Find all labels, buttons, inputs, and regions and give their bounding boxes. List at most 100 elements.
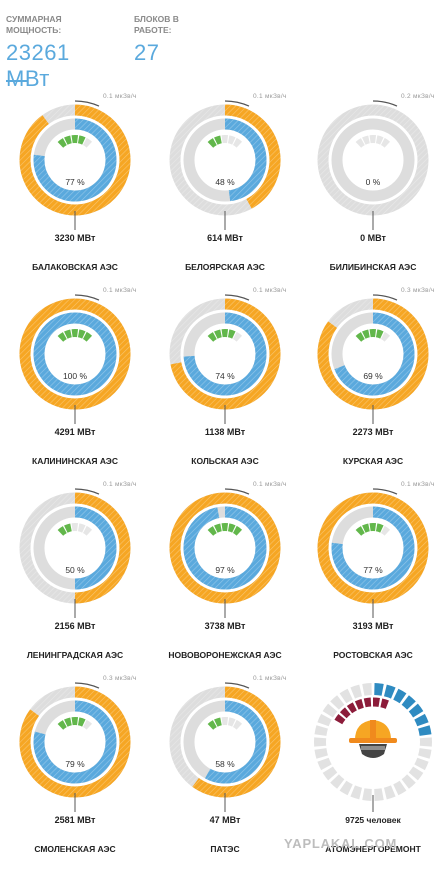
station-card[interactable]: 0.3 мкЗв/ч 79 % 2581 МВт СМОЛЕНСКАЯ АЭС [5, 672, 145, 867]
radiation-arc [372, 488, 398, 495]
station-power: 614 МВт [207, 233, 243, 243]
workforce-segment [350, 785, 363, 800]
reactor-unit-segment [214, 523, 222, 533]
reactor-unit-segment [82, 331, 93, 342]
reactor-unit-segment [375, 135, 384, 145]
workforce-count: 9725 человек [345, 815, 401, 825]
workforce-segment [374, 788, 384, 801]
radiation-level: 0.3 мкЗв/ч [103, 675, 137, 682]
reactor-unit-segment [232, 525, 243, 536]
radiation-arc [224, 294, 250, 301]
reactor-unit-segment [77, 329, 86, 339]
station-gauge [169, 682, 281, 812]
station-card[interactable]: 0.1 мкЗв/ч 97 % 3738 МВт НОВОВОРОНЕЖСКАЯ АЭ… [155, 478, 295, 673]
reactor-unit-segment [77, 135, 86, 145]
radiation-arc [224, 100, 250, 107]
atomenergoremont-card[interactable]: 9725 человек АТОМЭНЕРГОРЕМОНТ [303, 672, 443, 867]
workforce-segment [414, 757, 429, 771]
hardhat-worker-icon [349, 720, 397, 758]
workforce-segment [414, 713, 429, 727]
station-name: НОВОВОРОНЕЖСКАЯ АЭС [168, 650, 282, 660]
radiation-arc [74, 682, 100, 689]
load-percent: 58 % [215, 759, 235, 769]
reactor-unit-segment [355, 332, 365, 342]
capacity-arc-hatch [317, 298, 429, 410]
workforce-segment [314, 748, 328, 759]
station-name: КАЛИНИНСКАЯ АЭС [32, 456, 118, 466]
load-percent: 97 % [215, 565, 235, 575]
radiation-level: 0.1 мкЗв/ч [103, 287, 137, 294]
workforce-inner-segment [363, 697, 372, 708]
station-power: 2156 МВт [54, 621, 96, 631]
reactor-unit-segment [375, 329, 384, 339]
radiation-level: 0.2 мкЗв/ч [401, 93, 435, 100]
station-card[interactable]: 0.1 мкЗв/ч 58 % 47 МВт ПАТЭС [155, 672, 295, 867]
reactor-unit-segment [82, 525, 93, 536]
load-arc-hatch [205, 700, 267, 784]
station-gauge [19, 294, 131, 424]
reactor-unit-segment [380, 137, 391, 148]
station-card[interactable]: 0.3 мкЗв/ч 69 % 2273 МВт КУРСКАЯ АЭС [303, 284, 443, 479]
load-percent: 79 % [65, 759, 85, 769]
workforce-segment [322, 703, 338, 718]
load-percent: 77 % [363, 565, 383, 575]
workforce-inner-segment [334, 713, 346, 725]
radiation-level: 0.1 мкЗв/ч [253, 287, 287, 294]
workforce-segment [401, 695, 416, 710]
workforce-segment [418, 725, 432, 736]
load-arc-hatch [33, 312, 117, 396]
capacity-arc-hatch [170, 298, 281, 410]
capacity-arc-hatch [169, 492, 281, 604]
station-card[interactable]: 0.1 мкЗв/ч 74 % 1138 МВт КОЛЬСКАЯ АЭС [155, 284, 295, 479]
load-percent: 48 % [215, 177, 235, 187]
radiation-level: 0.1 мкЗв/ч [103, 93, 137, 100]
station-name: БЕЛОЯРСКАЯ АЭС [185, 262, 265, 272]
outer-ring-hatch [317, 104, 429, 216]
station-gauge [317, 294, 429, 424]
capacity-arc-hatch [74, 492, 131, 604]
station-name: ЛЕНИНГРАДСКАЯ АЭС [26, 650, 124, 660]
station-card[interactable]: 0.1 мкЗв/ч 48 % 614 МВт БЕЛОЯРСКАЯ АЭС [155, 90, 295, 285]
workforce-segment [418, 748, 432, 759]
load-arc-hatch [331, 506, 415, 590]
radiation-arc [224, 682, 250, 689]
station-name: КОЛЬСКАЯ АЭС [191, 456, 259, 466]
total-power-label: СУММАРНАЯ МОЩНОСТЬ: [6, 14, 62, 35]
radiation-arc [74, 100, 100, 107]
workforce-segment [374, 683, 384, 696]
station-name: БИЛИБИНСКАЯ АЭС [329, 262, 417, 272]
reactor-unit-segment [64, 135, 72, 145]
station-gauge [169, 294, 281, 424]
workforce-inner-segment [380, 698, 389, 709]
station-name: ПАТЭС [210, 844, 240, 854]
reactor-unit-segment [77, 717, 86, 727]
load-arc-hatch [183, 506, 267, 590]
summary-accent-line [6, 80, 28, 82]
station-card[interactable]: 0.1 мкЗв/ч 50 % 2156 МВт ЛЕНИНГРАДСКАЯ АЭС [5, 478, 145, 673]
station-gauge [19, 488, 131, 618]
reactor-unit-segment [227, 135, 236, 145]
radiation-arc [74, 294, 100, 301]
units-working-label: БЛОКОВ В РАБОТЕ: [134, 14, 179, 35]
reactor-unit-segment [207, 138, 217, 148]
station-name: РОСТОВСКАЯ АЭС [333, 650, 413, 660]
station-gauge [317, 100, 429, 230]
station-card[interactable]: 0.1 мкЗв/ч 77 % 3193 МВт РОСТОВСКАЯ АЭС [303, 478, 443, 673]
station-card[interactable]: 0.1 мкЗв/ч 77 % 3230 МВт БАЛАКОВСКАЯ АЭС [5, 90, 145, 285]
load-percent: 0 % [365, 177, 381, 187]
workforce-segment [330, 695, 345, 710]
capacity-arc-hatch [192, 686, 281, 798]
reactor-unit-segment [362, 135, 370, 145]
reactor-unit-segment [232, 137, 243, 148]
reactor-unit-segment [227, 523, 236, 533]
station-card[interactable]: 0.1 мкЗв/ч 100 % 4291 МВт КАЛИНИНСКАЯ АЭС [5, 284, 145, 479]
reactor-unit-segment [64, 717, 72, 727]
radiation-level: 0.1 мкЗв/ч [253, 481, 287, 488]
radiation-level: 0.1 мкЗв/ч [253, 93, 287, 100]
reactor-unit-segment [214, 329, 222, 339]
station-power: 2273 МВт [352, 427, 394, 437]
station-card[interactable]: 0.2 мкЗв/ч 0 % 0 МВт БИЛИБИНСКАЯ АЭС [303, 90, 443, 285]
workforce-segment [339, 780, 353, 796]
units-working-block: БЛОКОВ В РАБОТЕ: 27 [134, 14, 214, 66]
workforce-segment [317, 757, 332, 771]
